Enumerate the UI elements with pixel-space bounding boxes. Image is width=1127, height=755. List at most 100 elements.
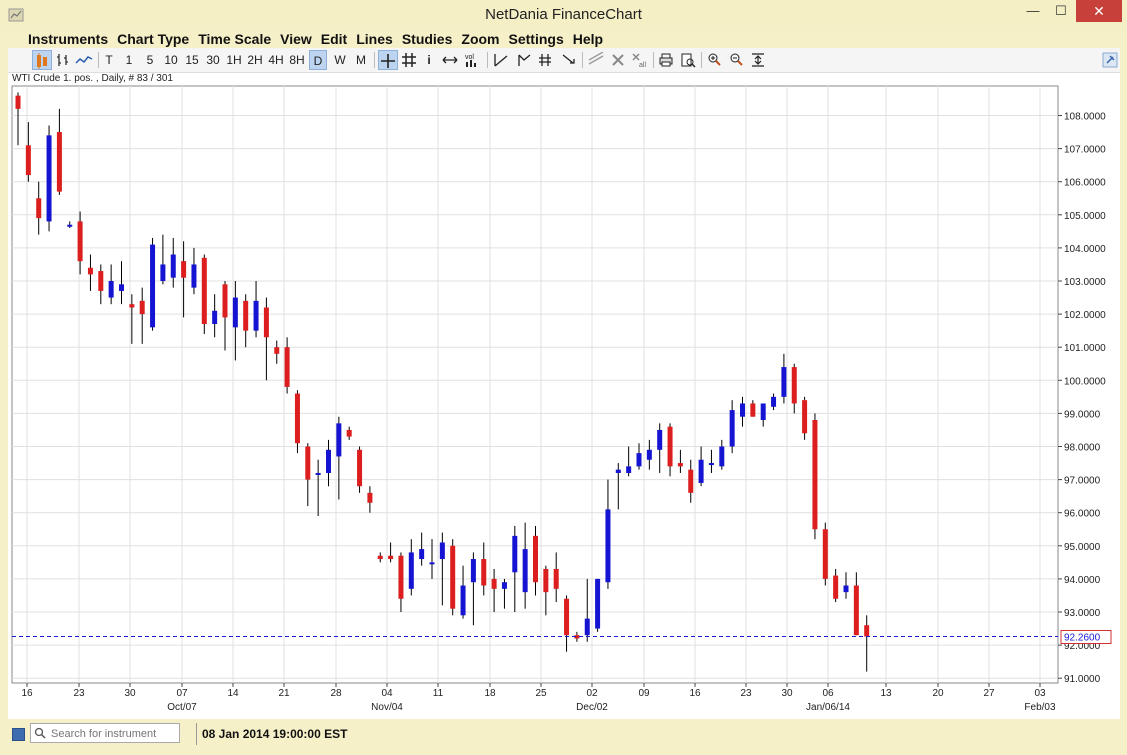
candle-body[interactable] bbox=[626, 466, 632, 473]
candle-body[interactable] bbox=[533, 535, 538, 583]
candle-body[interactable] bbox=[501, 582, 507, 589]
candle-body[interactable] bbox=[729, 410, 735, 447]
candle-body[interactable] bbox=[584, 618, 590, 636]
candle-body[interactable] bbox=[191, 264, 197, 288]
candle-body[interactable] bbox=[129, 304, 135, 308]
candle-body[interactable] bbox=[564, 598, 570, 636]
candle-body[interactable] bbox=[357, 449, 363, 487]
minimize-button[interactable]: — bbox=[1026, 3, 1040, 18]
menu-zoom[interactable]: Zoom bbox=[461, 31, 500, 47]
candle-body[interactable] bbox=[315, 472, 321, 475]
timescale-1[interactable]: 1 bbox=[125, 53, 133, 67]
ohlc-bar-icon[interactable] bbox=[54, 50, 72, 70]
info-icon[interactable]: i bbox=[427, 53, 431, 67]
pin-icon[interactable] bbox=[1100, 50, 1120, 70]
instrument-search-box[interactable] bbox=[30, 723, 181, 743]
fit-to-screen-icon[interactable] bbox=[748, 50, 768, 70]
zoom-out-icon[interactable] bbox=[726, 50, 746, 70]
candle-body[interactable] bbox=[367, 492, 373, 503]
menu-chart-type[interactable]: Chart Type bbox=[117, 31, 190, 47]
candle-body[interactable] bbox=[843, 585, 849, 593]
timescale-w[interactable]: W bbox=[334, 53, 346, 67]
candle-body[interactable] bbox=[543, 568, 549, 593]
candle-body[interactable] bbox=[615, 469, 621, 473]
channel-line-icon[interactable] bbox=[537, 50, 557, 70]
close-button[interactable]: ✕ bbox=[1076, 0, 1122, 22]
candle-body[interactable] bbox=[833, 575, 839, 599]
timescale-5[interactable]: 5 bbox=[146, 53, 154, 67]
timescale-m[interactable]: M bbox=[356, 53, 366, 67]
candle-body[interactable] bbox=[450, 545, 456, 609]
trend-line-icon[interactable] bbox=[491, 50, 511, 70]
timescale-1h[interactable]: 1H bbox=[226, 53, 242, 67]
candle-body[interactable] bbox=[181, 261, 187, 278]
candle-body[interactable] bbox=[522, 549, 528, 593]
print-icon[interactable] bbox=[656, 50, 676, 70]
candle-body[interactable] bbox=[439, 542, 445, 560]
candle-body[interactable] bbox=[677, 463, 683, 467]
candle-body[interactable] bbox=[398, 555, 404, 599]
candle-body[interactable] bbox=[512, 535, 518, 573]
candle-body[interactable] bbox=[760, 403, 766, 421]
delete-all-icon[interactable]: all bbox=[630, 50, 650, 70]
candle-body[interactable] bbox=[781, 367, 787, 397]
candle-body[interactable] bbox=[822, 529, 828, 579]
menu-edit[interactable]: Edit bbox=[320, 31, 348, 47]
candle-body[interactable] bbox=[87, 267, 93, 275]
title-bar[interactable]: NetDania FinanceChart — ☐ ✕ bbox=[0, 0, 1127, 30]
line-chart-icon[interactable] bbox=[74, 50, 94, 70]
volume-icon[interactable]: vol bbox=[462, 50, 482, 70]
candle-body[interactable] bbox=[108, 281, 114, 298]
timescale-30[interactable]: 30 bbox=[206, 53, 220, 67]
candle-body[interactable] bbox=[119, 284, 124, 291]
candle-body[interactable] bbox=[698, 459, 704, 483]
maximize-button[interactable]: ☐ bbox=[1055, 3, 1067, 18]
candle-body[interactable] bbox=[408, 552, 414, 589]
remove-line-icon[interactable] bbox=[586, 50, 606, 70]
candle-body[interactable] bbox=[667, 426, 673, 467]
candle-body[interactable] bbox=[595, 578, 601, 629]
candle-body[interactable] bbox=[150, 244, 156, 328]
zoom-in-icon[interactable] bbox=[704, 50, 724, 70]
scroll-horizontal-icon[interactable] bbox=[441, 50, 459, 70]
candle-body[interactable] bbox=[771, 396, 777, 407]
candle-body[interactable] bbox=[15, 95, 21, 109]
candle-body[interactable] bbox=[212, 310, 218, 325]
candle-body[interactable] bbox=[419, 549, 425, 560]
menu-view[interactable]: View bbox=[280, 31, 312, 47]
candle-body[interactable] bbox=[294, 393, 300, 444]
candle-body[interactable] bbox=[284, 347, 290, 387]
candle-body[interactable] bbox=[802, 400, 808, 434]
candle-body[interactable] bbox=[812, 420, 818, 530]
candle-body[interactable] bbox=[77, 221, 83, 262]
menu-time-scale[interactable]: Time Scale bbox=[198, 31, 272, 47]
candle-body[interactable] bbox=[429, 562, 435, 565]
candle-body[interactable] bbox=[491, 578, 497, 589]
candle-body[interactable] bbox=[160, 264, 166, 281]
timescale-10[interactable]: 10 bbox=[164, 53, 178, 67]
candle-body[interactable] bbox=[864, 625, 870, 637]
fibonacci-icon[interactable] bbox=[559, 50, 579, 70]
candle-body[interactable] bbox=[170, 254, 176, 278]
candle-body[interactable] bbox=[470, 559, 476, 583]
candle-body[interactable] bbox=[56, 132, 62, 192]
menu-lines[interactable]: Lines bbox=[356, 31, 393, 47]
menu-settings[interactable]: Settings bbox=[508, 31, 564, 47]
candle-body[interactable] bbox=[25, 145, 31, 176]
candle-body[interactable] bbox=[574, 635, 580, 639]
candle-body[interactable] bbox=[222, 284, 228, 318]
candle-body[interactable] bbox=[336, 423, 342, 457]
crosshair-icon[interactable] bbox=[378, 50, 398, 70]
candle-body[interactable] bbox=[98, 271, 104, 291]
menu-help[interactable]: Help bbox=[572, 31, 604, 47]
timescale-d[interactable]: D bbox=[309, 50, 327, 70]
delete-icon[interactable] bbox=[608, 50, 628, 70]
timescale-8h[interactable]: 8H bbox=[289, 53, 305, 67]
candle-body[interactable] bbox=[139, 300, 145, 315]
candle-body[interactable] bbox=[481, 559, 487, 586]
candle-body[interactable] bbox=[605, 509, 611, 583]
candle-body[interactable] bbox=[719, 446, 725, 467]
candle-body[interactable] bbox=[377, 555, 383, 560]
timescale-4h[interactable]: 4H bbox=[268, 53, 284, 67]
